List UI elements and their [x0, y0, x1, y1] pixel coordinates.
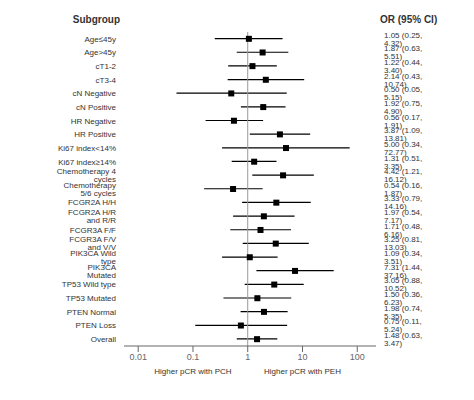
svg-text:Higher pCR with PEH: Higher pCR with PEH	[264, 367, 341, 376]
svg-text:Chemotherapy5/6 cycles: Chemotherapy5/6 cycles	[64, 181, 116, 198]
svg-text:1: 1	[245, 352, 250, 362]
svg-text:PIK3CAMutated: PIK3CAMutated	[87, 263, 117, 280]
svg-text:FCGR2A H/H: FCGR2A H/H	[68, 198, 116, 207]
svg-text:0.1: 0.1	[187, 352, 200, 362]
svg-text:PTEN Loss: PTEN Loss	[76, 321, 116, 330]
svg-text:10: 10	[297, 352, 307, 362]
svg-text:Age≤45y: Age≤45y	[84, 35, 116, 44]
svg-text:cN Positive: cN Positive	[76, 103, 117, 112]
svg-text:HR Positive: HR Positive	[74, 130, 116, 139]
svg-text:Higher pCR with PCH: Higher pCR with PCH	[154, 367, 232, 376]
svg-text:cT3-4: cT3-4	[96, 76, 117, 85]
svg-text:cN Negative: cN Negative	[72, 89, 116, 98]
svg-text:1.48 (0.63,3.47): 1.48 (0.63,3.47)	[384, 331, 422, 348]
svg-text:cT1-2: cT1-2	[96, 62, 117, 71]
svg-text:Overall: Overall	[91, 335, 117, 344]
svg-text:PTEN Normal: PTEN Normal	[67, 308, 117, 317]
svg-text:Ki67 index≥14%: Ki67 index≥14%	[58, 158, 116, 167]
svg-text:0.01: 0.01	[129, 352, 147, 362]
svg-text:Age>45y: Age>45y	[84, 48, 116, 57]
svg-text:TP53 Wild type: TP53 Wild type	[62, 280, 117, 289]
svg-text:Ki67 index<14%: Ki67 index<14%	[58, 144, 116, 153]
svg-text:FCGR3A F/F: FCGR3A F/F	[70, 226, 116, 235]
svg-text:100: 100	[350, 352, 365, 362]
svg-text:TP53 Mutated: TP53 Mutated	[66, 294, 116, 303]
svg-text:HR Negative: HR Negative	[71, 117, 117, 126]
svg-text:FCGR2A H/Rand R/R: FCGR2A H/Rand R/R	[68, 208, 116, 225]
